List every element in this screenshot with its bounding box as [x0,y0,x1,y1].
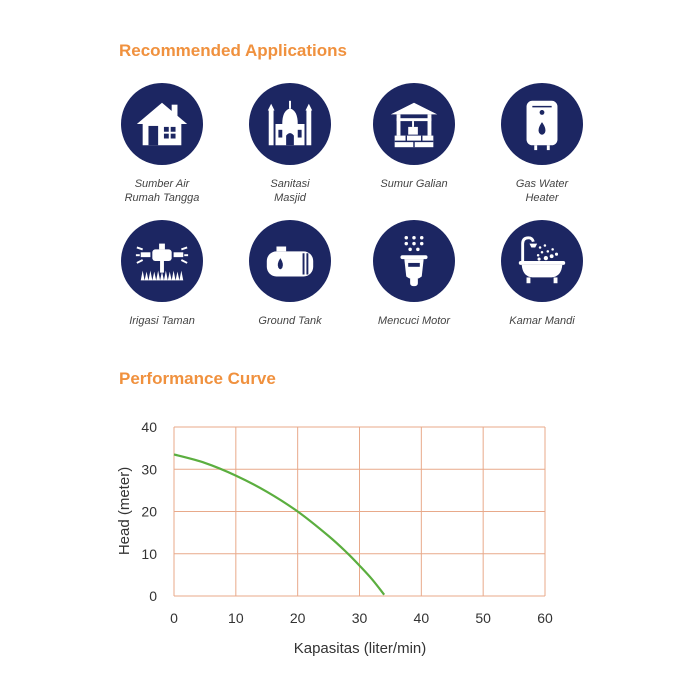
app-mencuci-motor: Mencuci Motor [349,220,479,328]
y-tick-label: 20 [141,504,157,520]
x-tick-label: 60 [537,610,553,626]
performance-curve-line [173,453,386,596]
x-tick-label: 50 [475,610,491,626]
performance-curve-title: Performance Curve [119,369,276,388]
app-sumur-galian: Sumur Galian [349,83,479,191]
x-tick-label: 40 [414,610,430,626]
app-label: Mencuci Motor [377,315,451,327]
y-tick-label: 40 [141,419,157,435]
app-gas-water-heater: Gas Water Heater [477,83,607,205]
x-tick-label: 30 [352,610,368,626]
mosque-icon [249,83,331,165]
recommended-applications-title: Recommended Applications [119,41,347,60]
app-label: Kamar Mandi [509,315,575,327]
app-ground-tank: Ground Tank [225,220,355,328]
app-label: Ground Tank [258,315,322,327]
x-axis-label: Kapasitas (liter/min) [294,640,427,657]
house-icon [121,83,203,165]
app-label: Sanitasi Masjid [270,178,310,204]
well-icon [373,83,455,165]
chart-ticks: 0 10 20 30 40 50 60 0 10 20 30 40 [141,419,553,626]
app-sanitasi-masjid: Sanitasi Masjid [225,83,355,205]
y-tick-label: 0 [149,588,157,604]
app-sumber-air: Sumber Air Rumah Tangga [97,83,227,205]
app-label: Irigasi Taman [129,315,195,327]
app-label: Gas Water Heater [515,178,569,204]
x-tick-label: 0 [170,610,178,626]
water-heater-icon [501,83,583,165]
ground-tank-icon [249,220,331,302]
x-tick-label: 20 [290,610,306,626]
x-tick-label: 10 [228,610,244,626]
sprinkler-icon [121,220,203,302]
bathtub-icon [501,220,583,302]
app-label: Sumber Air Rumah Tangga [124,178,200,204]
y-tick-label: 30 [141,461,157,477]
y-axis-label: Head (meter) [116,467,133,555]
chart-grid [173,426,546,597]
scooter-wash-icon [373,220,455,302]
app-label: Sumur Galian [380,178,448,190]
app-irigasi-taman: Irigasi Taman [97,220,227,328]
y-tick-label: 10 [141,546,157,562]
app-kamar-mandi: Kamar Mandi [477,220,607,328]
